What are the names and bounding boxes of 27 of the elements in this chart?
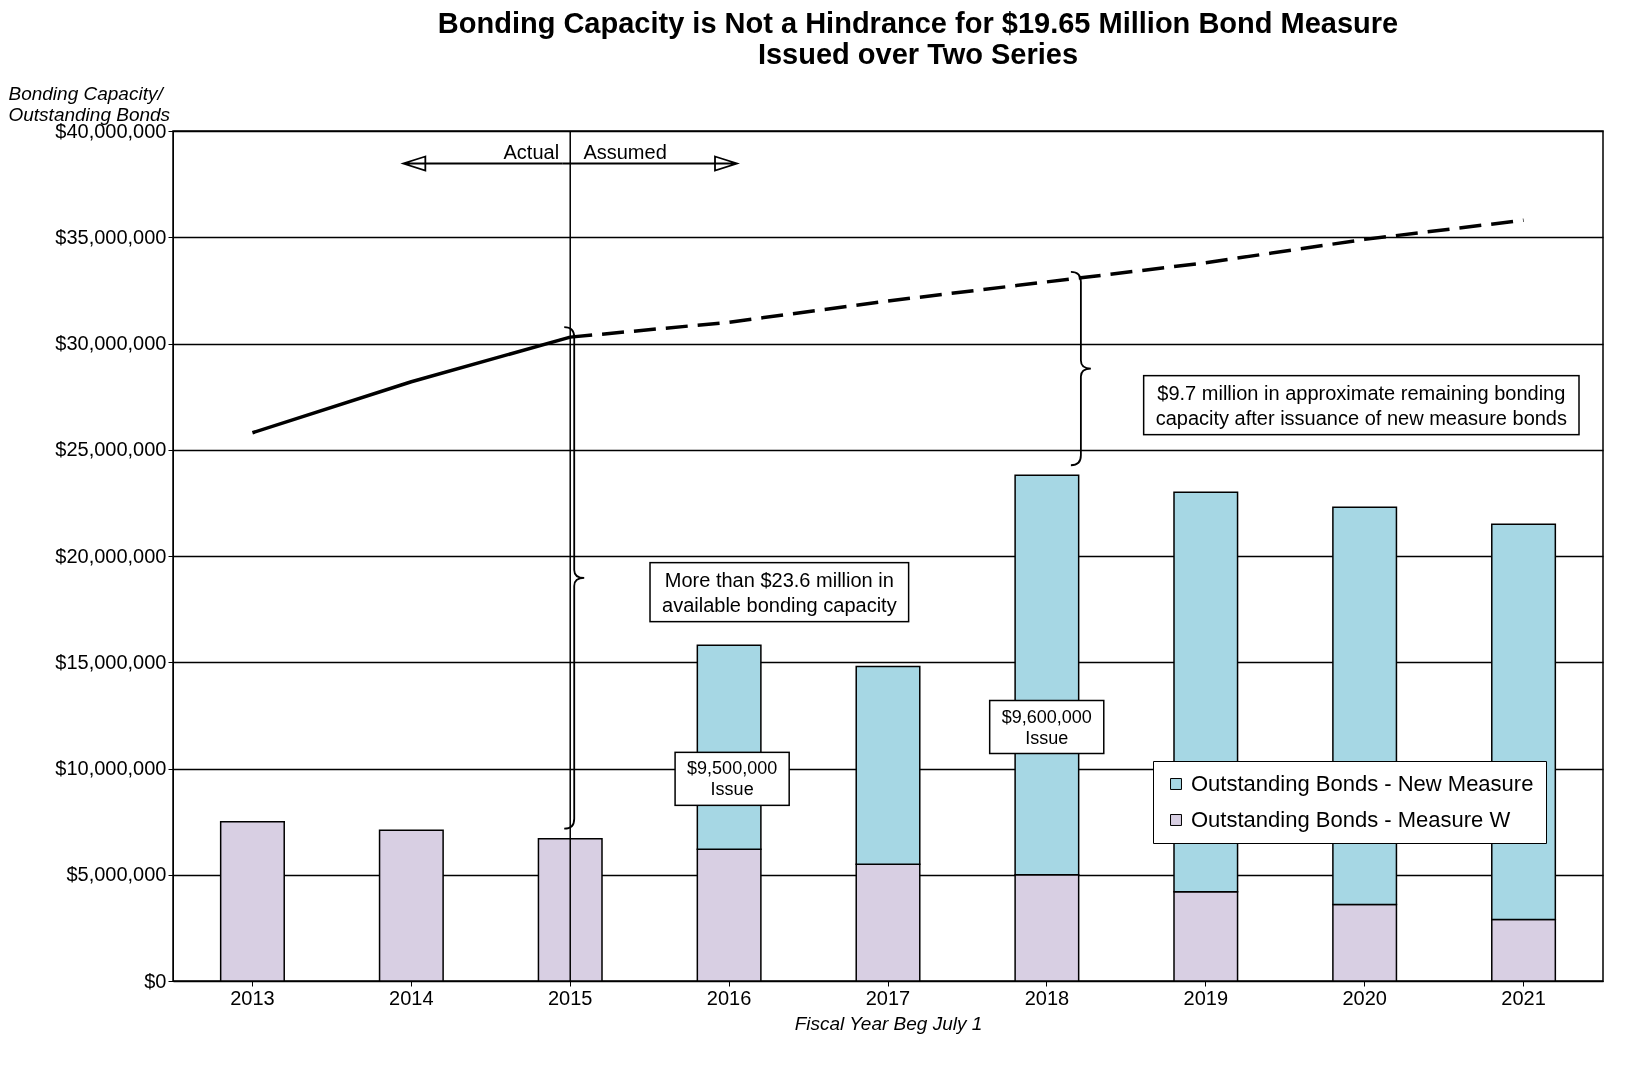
y-tick-label: $30,000,000 [55, 332, 167, 354]
x-tick-label: 2015 [547, 986, 593, 1009]
x-tick-label: 2013 [230, 986, 275, 1009]
annotation: $9,500,000 Issue [687, 758, 778, 800]
annotation: $9,600,000 Issue [1001, 706, 1092, 748]
x-tick-label: 2016 [706, 986, 752, 1009]
y-tick-label: $10,000,000 [55, 757, 167, 779]
annotation: $9.7 million in approximate remaining bonding capacity after issuance of new measure bonds [1155, 381, 1567, 429]
x-tick-label: 2019 [1183, 986, 1229, 1009]
x-tick-label: 2018 [1024, 986, 1070, 1009]
y-tick-label: $35,000,000 [55, 225, 167, 248]
legend-label: Outstanding Bonds - New Measure [1191, 771, 1534, 796]
chart-title: Bonding Capacity is Not a Hindrance for $19.65 Million Bond Measure Issued over Two Series [437, 7, 1399, 70]
y-tick-label: $25,000,000 [55, 438, 167, 461]
annotation: Assumed [583, 141, 667, 164]
x-tick-label: 2021 [1501, 986, 1546, 1009]
y-tick-label: $15,000,000 [55, 650, 167, 673]
x-tick-label: 2020 [1342, 986, 1387, 1009]
annotation: Actual [503, 141, 560, 164]
y-tick-label: $5,000,000 [66, 863, 167, 886]
legend-label: Outstanding Bonds - Measure W [1191, 807, 1511, 832]
y-tick-label: $0 [144, 969, 167, 992]
annotation: More than $23.6 million in available bonding capacity [662, 568, 897, 616]
x-tick-label: 2017 [865, 986, 911, 1009]
x-tick-label: 2014 [389, 986, 434, 1009]
x-axis-title: Fiscal Year Beg July 1 [794, 1012, 983, 1034]
y-tick-label: $20,000,000 [55, 544, 167, 567]
